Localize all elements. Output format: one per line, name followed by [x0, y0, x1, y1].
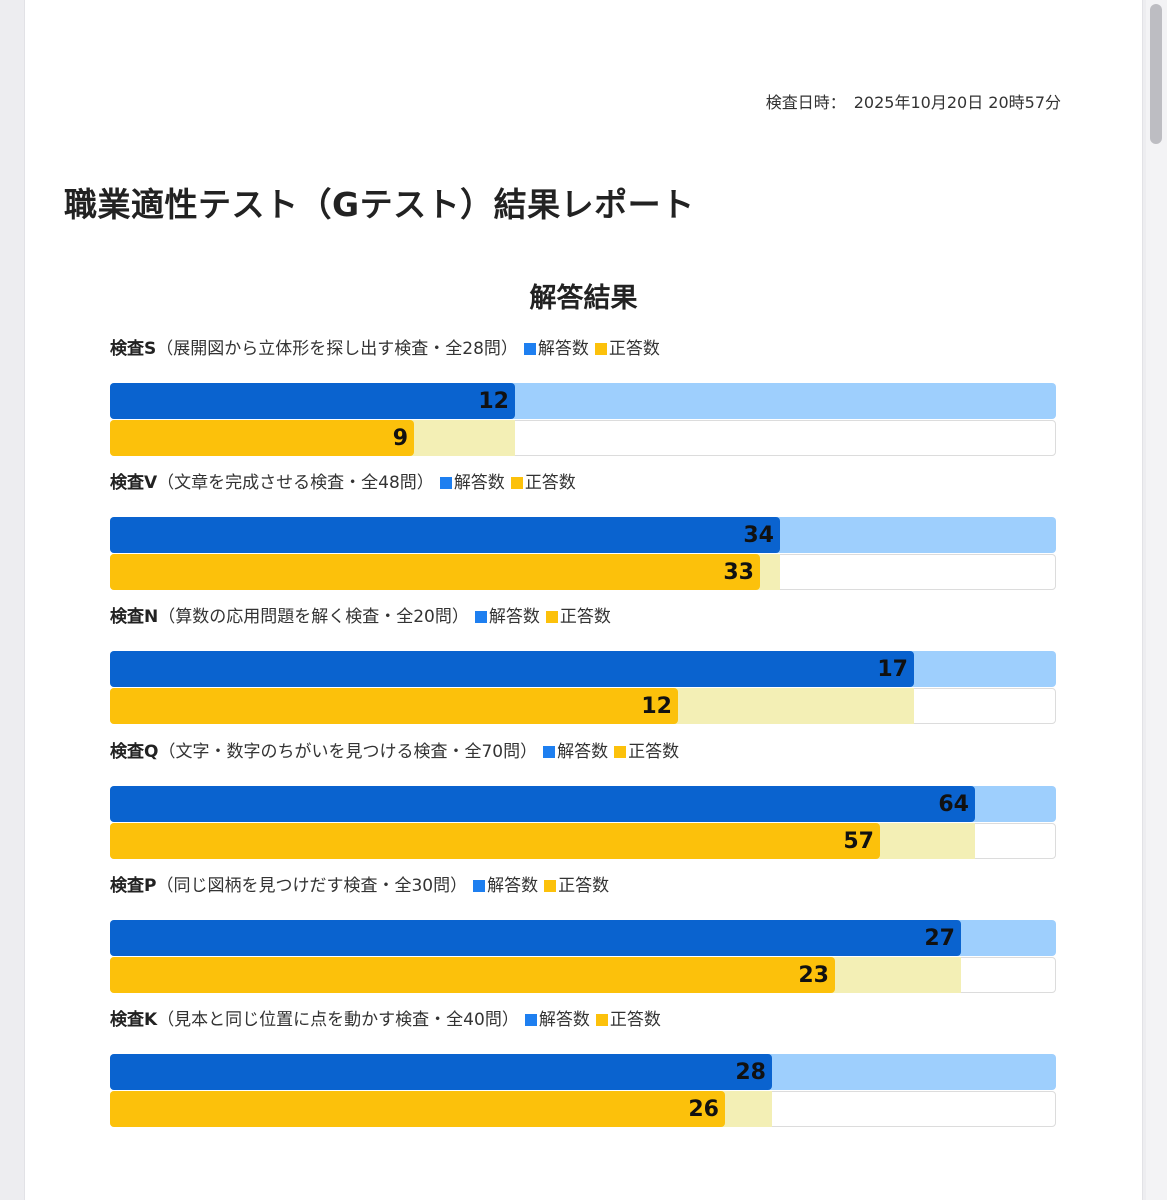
- test-description: （算数の応用問題を解く検査・全20問）: [158, 607, 469, 627]
- test-description: （文字・数字のちがいを見つける検査・全70問）: [158, 742, 538, 762]
- bar-pair: 28 26: [110, 1054, 1056, 1128]
- test-code: 検査V: [110, 473, 158, 493]
- bar-label-answered: 34: [743, 522, 774, 548]
- bar-answered: 34: [110, 517, 780, 553]
- bar-correct: 9: [110, 420, 414, 456]
- bar-label-correct: 57: [843, 828, 874, 854]
- bar-label-correct: 9: [392, 425, 408, 451]
- bar-answered: 17: [110, 651, 914, 687]
- bar-correct: 26: [110, 1091, 725, 1127]
- bar-correct: 33: [110, 554, 760, 590]
- legend-label-answered: 解答数: [537, 339, 589, 359]
- legend-swatch-correct: [545, 611, 558, 623]
- bar-answered: 27: [110, 920, 961, 956]
- legend-label-correct: 正答数: [628, 742, 680, 762]
- legend-swatch-answered: [543, 746, 556, 758]
- legend-label-answered: 解答数: [453, 473, 505, 493]
- bar-correct: 57: [110, 823, 880, 859]
- test-code: 検査P: [110, 876, 157, 896]
- test-block: 検査S（展開図から立体形を探し出す検査・全28問） 解答数 正答数 12 9: [110, 335, 1056, 457]
- test-block: 検査Q（文字・数字のちがいを見つける検査・全70問） 解答数 正答数 64 57: [110, 738, 1056, 860]
- bar-label-answered: 27: [924, 925, 955, 951]
- legend-label-correct: 正答数: [524, 473, 576, 493]
- date-value: 2025年10月20日 20時57分: [853, 93, 1061, 112]
- test-label: 検査P（同じ図柄を見つけだす検査・全30問） 解答数 正答数: [110, 872, 1056, 900]
- test-description: （同じ図柄を見つけだす検査・全30問）: [156, 876, 468, 896]
- bar-label-correct: 23: [798, 962, 829, 988]
- test-description: （見本と同じ位置に点を動かす検査・全40問）: [157, 1010, 519, 1030]
- test-block: 検査P（同じ図柄を見つけだす検査・全30問） 解答数 正答数 27 23: [110, 872, 1056, 994]
- legend-label-correct: 正答数: [609, 1010, 661, 1030]
- legend-label-correct: 正答数: [558, 876, 610, 896]
- bar-answered: 12: [110, 383, 515, 419]
- date-label: 検査日時：: [765, 93, 846, 112]
- bar-correct: 12: [110, 688, 678, 724]
- legend-label-answered: 解答数: [557, 742, 609, 762]
- legend-swatch-answered: [524, 1014, 537, 1026]
- test-label: 検査N（算数の応用問題を解く検査・全20問） 解答数 正答数: [110, 603, 1056, 631]
- legend-swatch-correct: [595, 1014, 608, 1026]
- legend-swatch-correct: [544, 880, 557, 892]
- bar-label-correct: 12: [641, 693, 672, 719]
- bar-label-correct: 26: [688, 1096, 719, 1122]
- test-code: 検査K: [110, 1010, 158, 1030]
- bar-pair: 34 33: [110, 517, 1056, 591]
- legend-swatch-answered: [474, 611, 487, 623]
- legend-label-answered: 解答数: [488, 607, 540, 627]
- legend-swatch-correct: [614, 746, 627, 758]
- test-label: 検査Q（文字・数字のちがいを見つける検査・全70問） 解答数 正答数: [110, 738, 1056, 766]
- test-label: 検査K（見本と同じ位置に点を動かす検査・全40問） 解答数 正答数: [110, 1006, 1056, 1034]
- bar-label-answered: 64: [938, 791, 969, 817]
- bar-correct: 23: [110, 957, 835, 993]
- test-block: 検査V（文章を完成させる検査・全48問） 解答数 正答数 34 33: [110, 469, 1056, 591]
- test-code: 検査S: [110, 339, 157, 359]
- scrollbar-thumb[interactable]: [1150, 4, 1162, 144]
- test-description: （展開図から立体形を探し出す検査・全28問）: [156, 339, 518, 359]
- bar-answered: 28: [110, 1054, 772, 1090]
- legend-label-correct: 正答数: [559, 607, 611, 627]
- test-label: 検査V（文章を完成させる検査・全48問） 解答数 正答数: [110, 469, 1056, 497]
- test-block: 検査K（見本と同じ位置に点を動かす検査・全40問） 解答数 正答数 28 26: [110, 1006, 1056, 1128]
- bar-label-answered: 12: [478, 388, 509, 414]
- report-page: [24, 0, 1143, 1200]
- bar-pair: 27 23: [110, 920, 1056, 994]
- test-code: 検査Q: [110, 742, 159, 762]
- scrollbar-track[interactable]: [1146, 0, 1167, 1200]
- bar-pair: 12 9: [110, 383, 1056, 457]
- legend-label-correct: 正答数: [608, 339, 660, 359]
- legend-label-answered: 解答数: [538, 1010, 590, 1030]
- bar-label-answered: 28: [735, 1059, 766, 1085]
- legend-swatch-answered: [439, 477, 452, 489]
- bar-answered: 64: [110, 786, 975, 822]
- section-title: 解答結果: [529, 283, 638, 314]
- bar-label-correct: 33: [723, 559, 754, 585]
- legend-swatch-correct: [510, 477, 523, 489]
- test-code: 検査N: [110, 607, 159, 627]
- bar-label-answered: 17: [877, 656, 908, 682]
- legend-swatch-answered: [473, 880, 486, 892]
- bar-pair: 17 12: [110, 651, 1056, 725]
- test-description: （文章を完成させる検査・全48問）: [157, 473, 434, 493]
- report-title: 職業適性テスト（Gテスト）結果レポート: [64, 185, 695, 224]
- test-block: 検査N（算数の応用問題を解く検査・全20問） 解答数 正答数 17 12: [110, 603, 1056, 725]
- legend-label-answered: 解答数: [487, 876, 539, 896]
- inspection-datetime: 検査日時： 2025年10月20日 20時57分: [766, 89, 1061, 113]
- bar-pair: 64 57: [110, 786, 1056, 860]
- test-label: 検査S（展開図から立体形を探し出す検査・全28問） 解答数 正答数: [110, 335, 1056, 363]
- legend-swatch-correct: [594, 343, 607, 355]
- legend-swatch-answered: [523, 343, 536, 355]
